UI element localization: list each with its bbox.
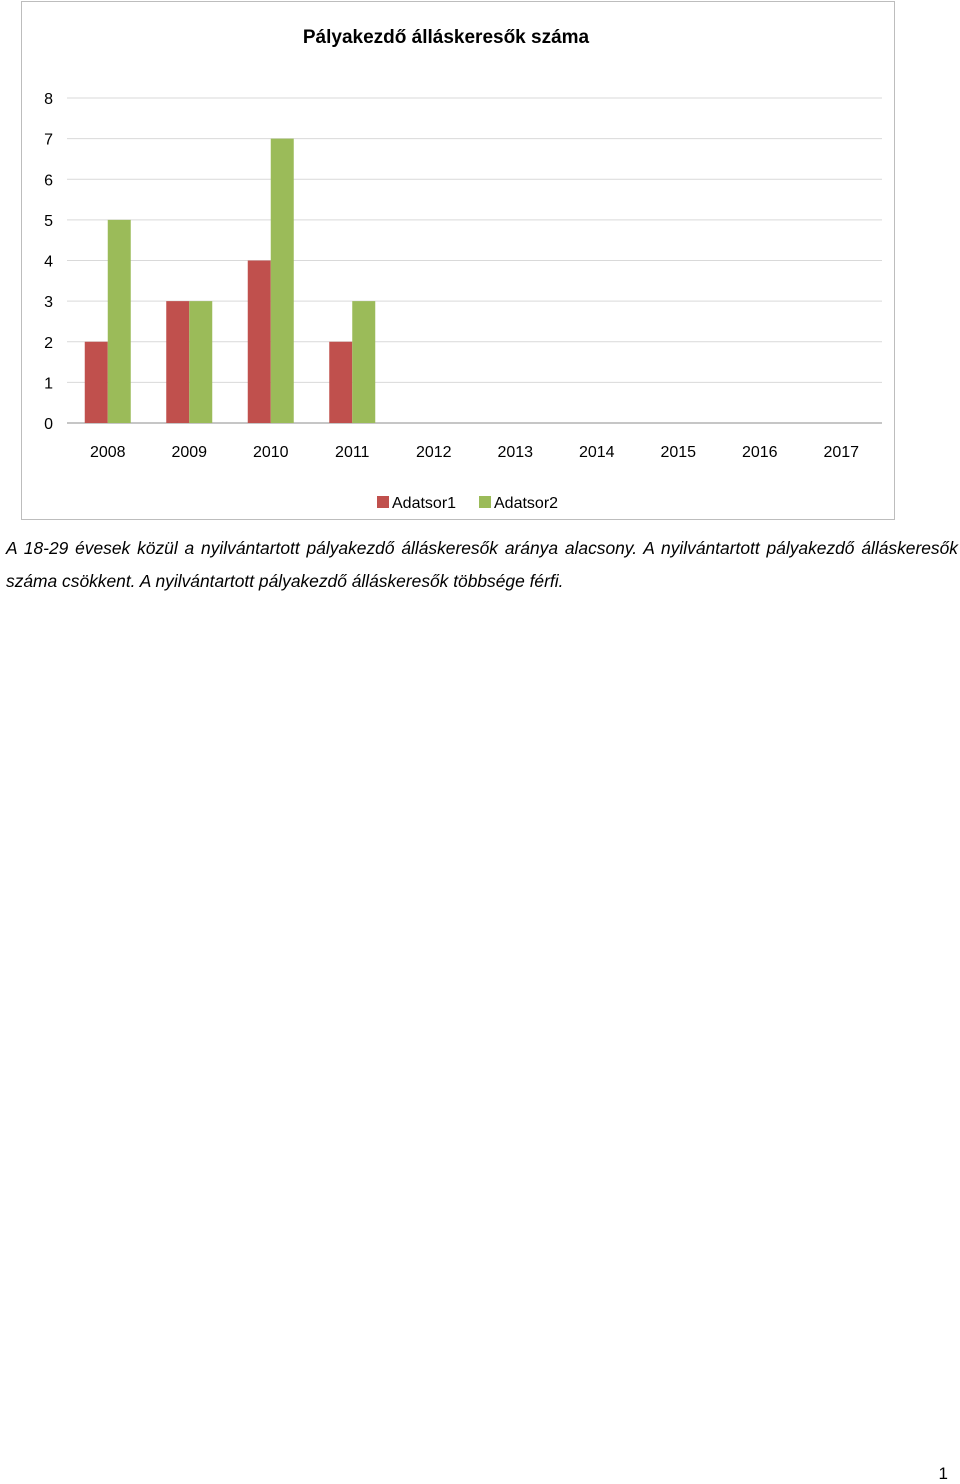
x-axis-ticks: 2008 2009 2010 2011 2012 2013 2014 2015 2016 2017: [90, 444, 859, 461]
legend-swatch: [479, 496, 491, 508]
x-tick-label: 2009: [171, 444, 207, 461]
bar-adatsor1-2009: [166, 301, 190, 423]
y-tick-label: 5: [44, 213, 53, 230]
x-tick-label: 2011: [335, 444, 370, 461]
x-tick-label: 2016: [742, 444, 778, 461]
legend-label: Adatsor1: [392, 495, 456, 512]
bars: [84, 138, 376, 423]
x-tick-label: 2012: [416, 444, 452, 461]
bar-adatsor1-2011: [329, 341, 353, 423]
bar-adatsor2-2010: [270, 138, 294, 423]
y-tick-label: 8: [44, 91, 53, 108]
bar-chart: Pályakezdő álláskeresők száma 012345678 …: [44, 27, 882, 512]
bar-adatsor2-2011: [352, 301, 376, 423]
x-tick-label: 2010: [253, 444, 289, 461]
bar-adatsor2-2008: [107, 219, 131, 423]
y-tick-label: 4: [44, 254, 53, 271]
chart-title: Pályakezdő álláskeresők száma: [303, 27, 590, 48]
x-tick-label: 2015: [660, 444, 696, 461]
body-paragraph: A 18-29 évesek közül a nyilvántartott pá…: [6, 538, 958, 591]
bar-adatsor1-2010: [247, 260, 271, 423]
bar-adatsor2-2009: [189, 301, 213, 423]
legend-label: Adatsor2: [494, 495, 558, 512]
y-tick-label: 2: [44, 335, 53, 352]
x-tick-label: 2017: [823, 444, 859, 461]
page-number: 1: [938, 1464, 948, 1483]
x-tick-label: 2008: [90, 444, 126, 461]
y-tick-label: 7: [44, 132, 53, 149]
y-tick-label: 0: [44, 416, 53, 433]
x-tick-label: 2013: [497, 444, 533, 461]
y-tick-label: 6: [44, 172, 53, 189]
x-tick-label: 2014: [579, 444, 615, 461]
legend-swatch: [377, 496, 389, 508]
y-axis-ticks: 0 1 2 3 4 5 6 7 8: [44, 91, 53, 433]
legend: Adatsor1 Adatsor2: [377, 495, 558, 512]
bar-adatsor1-2008: [84, 341, 108, 423]
y-tick-label: 3: [44, 294, 53, 311]
y-tick-label: 1: [44, 375, 53, 392]
